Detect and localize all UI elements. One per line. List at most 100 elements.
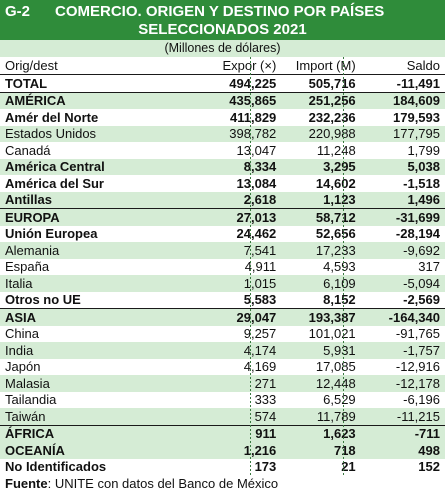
row-imports: 52,656 — [315, 226, 356, 242]
row-balance: -5,094 — [403, 275, 440, 291]
row-name: Canadá — [5, 142, 51, 158]
table-row: Tailandia 333 6,529 -6,196 — [0, 392, 445, 409]
table-row: India 4,174 5,931 -1,757 — [0, 342, 445, 359]
row-balance: 498 — [418, 442, 440, 458]
row-exports: 494,225 — [229, 75, 277, 91]
row-exports: 333 — [254, 392, 277, 408]
row-balance: -91,765 — [395, 326, 440, 342]
row-imports: 232,236 — [308, 109, 356, 125]
row-exports: 574 — [254, 408, 277, 424]
table-row: España 4,911 4,593 317 — [0, 259, 445, 276]
row-name: India — [5, 342, 34, 358]
table-row: Taiwán 574 11,789 -11,215 — [0, 408, 445, 425]
row-imports: 505,716 — [308, 75, 356, 91]
source-note: Fuente: UNITE con datos del Banco de Méx… — [0, 475, 445, 492]
row-balance: -12,916 — [395, 359, 440, 375]
row-imports: 6,109 — [323, 275, 356, 291]
table-row: No Identificados 173 21 152 — [0, 459, 445, 476]
row-exports: 271 — [254, 375, 277, 391]
table-row: EUROPA 27,013 58,712 -31,699 — [0, 208, 445, 226]
row-imports: 17,233 — [315, 242, 356, 258]
row-imports: 6,529 — [323, 392, 356, 408]
table-row: Canadá 13,047 11,248 1,799 — [0, 142, 445, 159]
row-balance: -711 — [414, 426, 440, 442]
row-imports: 3,295 — [323, 159, 356, 175]
row-name: Italia — [5, 275, 33, 291]
row-balance: -1,518 — [403, 175, 440, 191]
title-line-1: COMERCIO. ORIGEN Y DESTINO POR PAÍSES — [55, 3, 385, 20]
row-balance: -1,757 — [403, 342, 440, 358]
row-imports: 17,085 — [315, 359, 356, 375]
table-row: Unión Europea 24,462 52,656 -28,194 — [0, 226, 445, 243]
row-imports: 1,123 — [323, 192, 356, 208]
table-row: Estados Unidos 398,782 220,988 177,795 — [0, 125, 445, 142]
row-balance: -11,491 — [396, 75, 440, 91]
row-balance: 317 — [418, 259, 440, 275]
table-row: América del Sur 13,084 14,602 -1,518 — [0, 175, 445, 192]
row-balance: 179,593 — [393, 109, 440, 125]
row-imports: 12,448 — [315, 375, 356, 391]
row-exports: 13,047 — [236, 142, 277, 158]
row-exports: 2,618 — [243, 192, 277, 208]
row-exports: 4,169 — [243, 359, 277, 375]
table-row: ÁFRICA 911 1,623 -711 — [0, 424, 445, 442]
row-name: Estados Unidos — [5, 126, 97, 142]
row-exports: 4,174 — [243, 342, 277, 358]
row-name: Amér del Norte — [5, 109, 99, 125]
source-text: : UNITE con datos del Banco de México — [47, 476, 279, 491]
row-imports: 220,988 — [308, 126, 356, 142]
column-header-imports: Import (M) — [295, 58, 356, 73]
table-row: AMÉRICA 435,865 251,256 184,609 — [0, 91, 445, 109]
row-balance: 5,038 — [407, 159, 440, 175]
row-name: Alemania — [5, 242, 60, 258]
row-imports: 11,248 — [316, 142, 356, 158]
header-bar: G-2 COMERCIO. ORIGEN Y DESTINO POR PAÍSE… — [0, 0, 445, 40]
row-exports: 9,257 — [243, 326, 277, 342]
row-balance: -2,569 — [403, 292, 440, 308]
row-imports: 5,931 — [323, 342, 356, 358]
row-balance: 152 — [418, 459, 440, 475]
row-imports: 718 — [333, 442, 356, 458]
row-name: TOTAL — [5, 75, 48, 91]
row-imports: 14,602 — [315, 175, 356, 191]
row-exports: 411,829 — [230, 109, 277, 125]
row-name: Otros no UE — [5, 292, 81, 308]
row-balance: -164,340 — [388, 309, 440, 325]
column-divider — [343, 57, 344, 475]
row-imports: 11,789 — [316, 408, 356, 424]
row-exports: 1,216 — [243, 442, 277, 458]
row-name: Tailandia — [5, 392, 57, 408]
row-exports: 435,865 — [229, 93, 277, 109]
row-exports: 911 — [255, 426, 277, 442]
row-exports: 29,047 — [236, 309, 277, 325]
row-exports: 8,334 — [243, 159, 277, 175]
title-line-2: SELECCIONADOS 2021 — [138, 21, 307, 38]
row-exports: 1,015 — [243, 275, 277, 291]
table-row: China 9,257 101,021 -91,765 — [0, 326, 445, 343]
row-imports: 8,152 — [323, 292, 356, 308]
row-exports: 4,911 — [244, 259, 277, 275]
row-balance: -11,215 — [396, 408, 440, 424]
row-balance: 177,795 — [393, 126, 440, 142]
row-imports: 193,387 — [308, 309, 356, 325]
row-balance: -12,178 — [395, 375, 440, 391]
row-name: China — [5, 326, 39, 342]
table-row: TOTAL 494,225 505,716 -11,491 — [0, 74, 445, 92]
row-balance: 184,609 — [393, 93, 440, 109]
row-name: ASIA — [5, 309, 37, 325]
row-imports: 4,593 — [323, 259, 356, 275]
table-row: América Central 8,334 3,295 5,038 — [0, 158, 445, 175]
column-header-balance: Saldo — [406, 58, 440, 73]
table-row: Antillas 2,618 1,123 1,496 — [0, 191, 445, 208]
row-exports: 173 — [254, 459, 277, 475]
row-name: España — [5, 259, 50, 275]
row-imports: 21 — [341, 459, 356, 475]
row-exports: 398,782 — [229, 126, 277, 142]
row-name: Unión Europea — [5, 226, 98, 242]
table-row: Amér del Norte 411,829 232,236 179,593 — [0, 109, 445, 126]
row-name: Antillas — [5, 192, 52, 208]
table-row: Japón 4,169 17,085 -12,916 — [0, 359, 445, 376]
units-caption: (Millones de dólares) — [0, 40, 445, 57]
row-name: Malasia — [5, 375, 50, 391]
row-balance: -6,196 — [403, 392, 440, 408]
